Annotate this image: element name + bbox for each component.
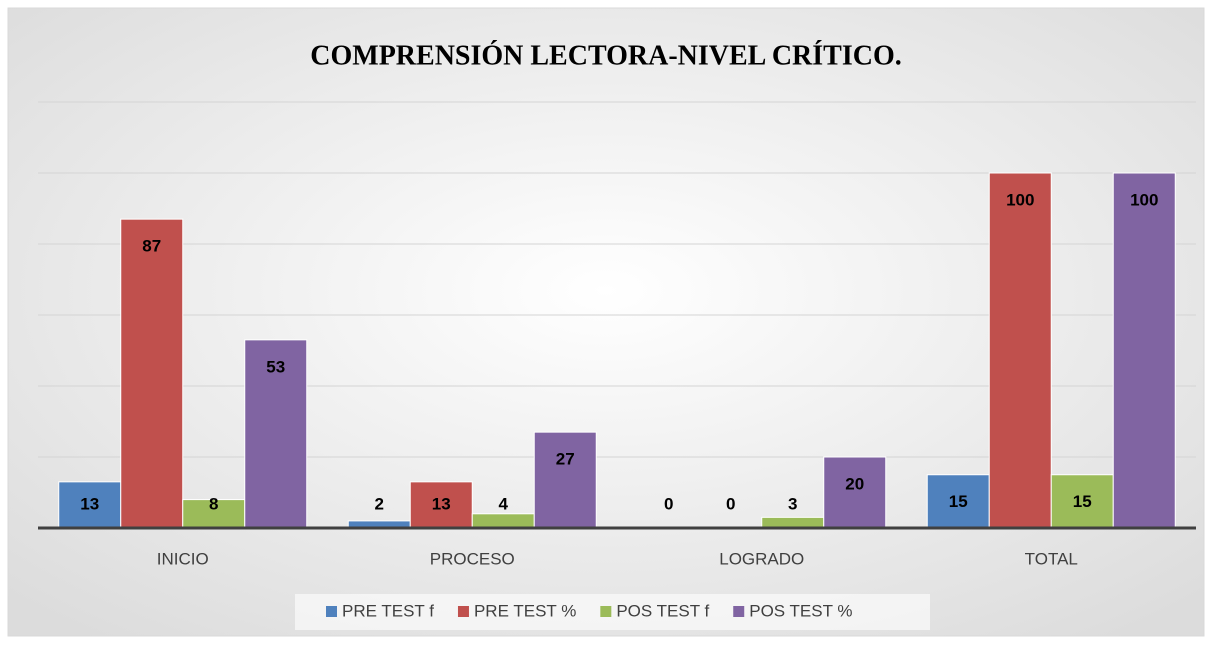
bar — [471, 513, 535, 529]
bar — [988, 172, 1052, 529]
legend-label: PRE TEST % — [474, 601, 576, 620]
data-label: 13 — [432, 494, 451, 513]
bar — [761, 516, 825, 529]
data-label: 3 — [788, 494, 797, 513]
data-label: 100 — [1006, 190, 1034, 209]
bar — [1112, 172, 1176, 529]
data-label: 4 — [499, 494, 509, 513]
x-tick-label: LOGRADO — [719, 549, 804, 568]
data-label: 13 — [80, 494, 99, 513]
data-label: 0 — [726, 494, 735, 513]
bar — [120, 218, 184, 529]
x-tick-label: TOTAL — [1025, 549, 1078, 568]
data-label: 27 — [556, 450, 575, 469]
legend-box — [295, 594, 930, 630]
bar — [823, 456, 887, 529]
bar — [409, 481, 473, 529]
bar — [58, 481, 122, 529]
x-tick-label: PROCESO — [430, 549, 515, 568]
legend-swatch — [326, 606, 337, 617]
bar — [533, 431, 597, 529]
data-label: 87 — [142, 237, 161, 256]
chart-title: COMPRENSIÓN LECTORA-NIVEL CRÍTICO. — [310, 40, 901, 71]
data-label: 15 — [949, 492, 968, 511]
legend-label: PRE TEST f — [342, 601, 434, 620]
data-label: 20 — [845, 474, 864, 493]
legend-swatch — [457, 606, 469, 617]
data-label: 100 — [1130, 190, 1158, 209]
bar — [1050, 474, 1114, 529]
x-tick-label: INICIO — [157, 549, 209, 568]
data-label: 8 — [209, 494, 218, 513]
data-label: 53 — [266, 357, 285, 376]
data-label: 15 — [1073, 492, 1092, 511]
legend-label: POS TEST % — [749, 601, 852, 620]
bar — [926, 474, 990, 529]
data-label: 2 — [375, 494, 384, 513]
bar — [244, 339, 308, 529]
legend-label: POS TEST f — [616, 601, 709, 620]
data-label: 0 — [664, 494, 673, 513]
legend-swatch — [600, 606, 612, 617]
legend-swatch — [733, 606, 745, 617]
